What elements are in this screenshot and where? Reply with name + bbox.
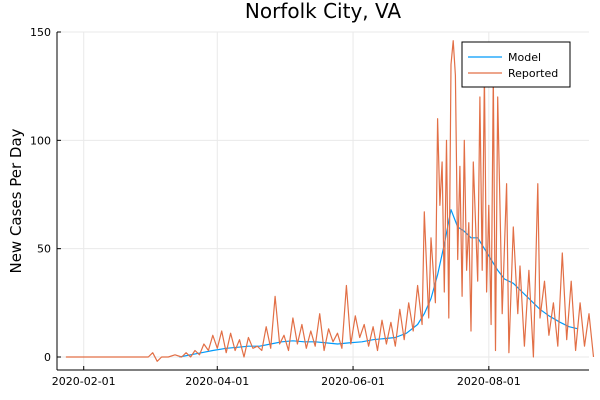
series-line-reported — [65, 40, 595, 362]
y-tick-label: 0 — [44, 351, 51, 364]
y-tick-label: 100 — [30, 134, 51, 147]
x-tick-label: 2020-08-01 — [457, 375, 521, 388]
y-tick-label: 50 — [37, 243, 51, 256]
x-tick-label: 2020-04-01 — [185, 375, 249, 388]
y-axis-label: New Cases Per Day — [7, 128, 25, 273]
series-line-model — [179, 209, 579, 358]
axes — [56, 32, 589, 371]
legend-label-reported: Reported — [508, 67, 558, 80]
y-ticks: 0 50 100 150 — [30, 26, 61, 364]
x-tick-label: 2020-06-01 — [321, 375, 385, 388]
x-tick-label: 2020-02-01 — [52, 375, 116, 388]
legend-box — [461, 41, 571, 88]
series-lines — [65, 40, 595, 362]
y-tick-label: 150 — [30, 26, 51, 39]
chart-title: Norfolk City, VA — [245, 0, 402, 23]
legend-label-model: Model — [508, 51, 541, 64]
x-ticks: 2020-02-01 2020-04-01 2020-06-01 2020-08-01 — [52, 366, 521, 388]
legend: Model Reported — [461, 41, 571, 88]
